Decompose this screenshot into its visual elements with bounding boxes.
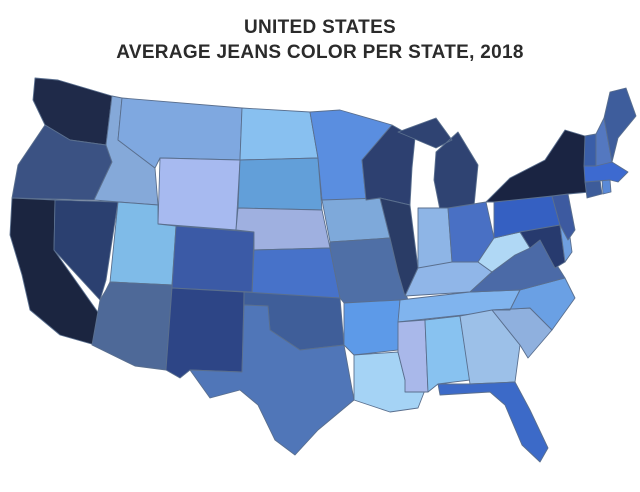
state-TX <box>189 304 355 456</box>
state-RI <box>601 179 612 195</box>
map-title-line-1: UNITED STATES <box>243 17 397 38</box>
state-AR <box>343 299 401 356</box>
state-NY <box>485 129 591 203</box>
state-FL <box>437 381 549 463</box>
state-GA <box>459 309 521 385</box>
state-CO <box>171 225 255 293</box>
state-ME <box>603 87 637 163</box>
state-KS <box>251 247 341 299</box>
state-WY <box>157 157 241 231</box>
state-CT <box>584 179 603 199</box>
state-WI <box>361 124 416 206</box>
state-SD <box>237 157 323 211</box>
state-AL <box>424 315 471 393</box>
map-title-line-2: AVERAGE JEANS COLOR PER STATE, 2018 <box>116 42 524 63</box>
state-VT <box>583 133 597 167</box>
state-AZ <box>91 281 173 371</box>
state-IA <box>321 197 391 243</box>
state-NV <box>53 199 119 301</box>
state-NM <box>165 287 245 379</box>
state-ND <box>239 107 319 161</box>
